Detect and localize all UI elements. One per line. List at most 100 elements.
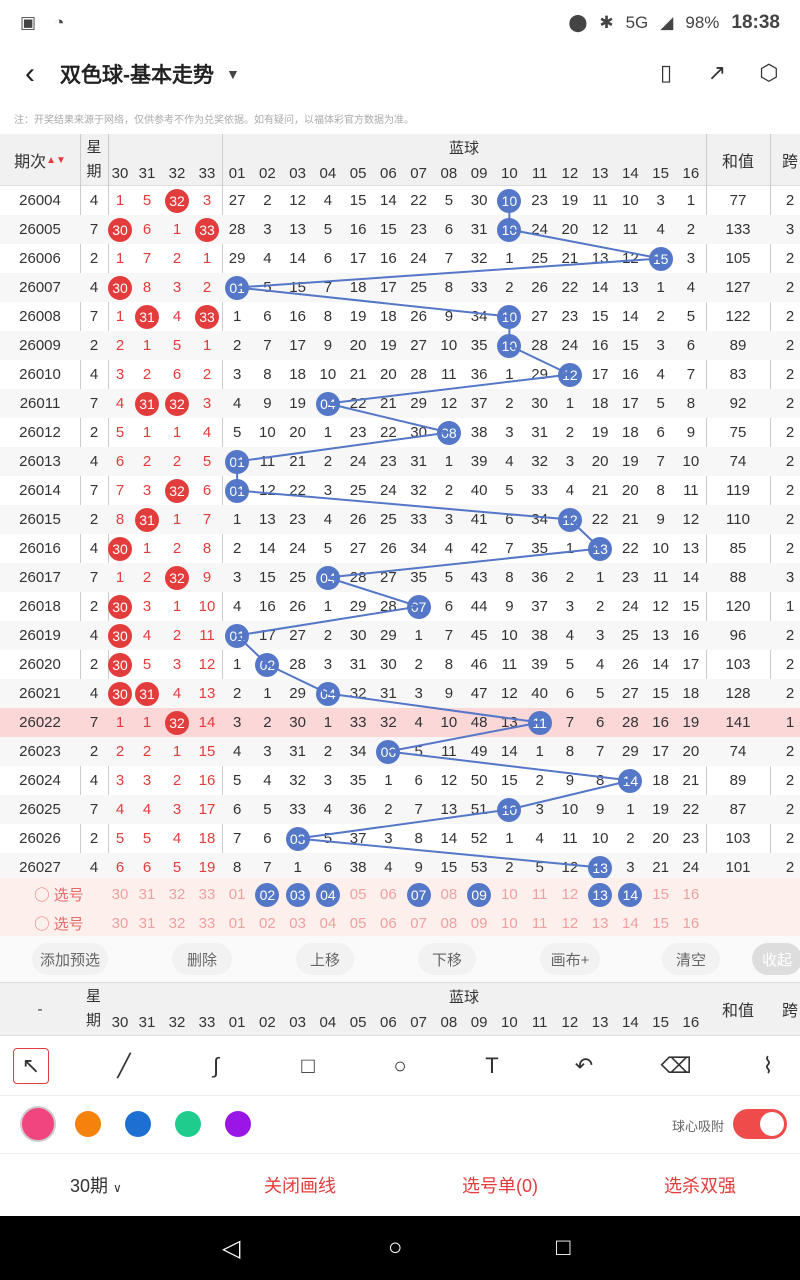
select-blue-cell[interactable]: 03: [283, 880, 313, 909]
period-cell[interactable]: 26017: [19, 569, 61, 586]
share-icon[interactable]: ↗: [707, 60, 727, 85]
select-blue-cell[interactable]: 11: [531, 886, 548, 903]
select-blue-cell[interactable]: 10: [501, 886, 518, 903]
period-cell[interactable]: 26027: [19, 859, 61, 876]
select-red-cell[interactable]: 33: [198, 915, 216, 932]
selection-list-button[interactable]: 选号单(0): [462, 1176, 538, 1196]
period-cell[interactable]: 26015: [19, 511, 61, 528]
select-blue-cell[interactable]: 16: [682, 915, 700, 932]
select-row-label[interactable]: ◯ 选号: [34, 916, 84, 933]
period-cell[interactable]: 26022: [19, 714, 61, 731]
period-cell[interactable]: 26004: [19, 192, 61, 209]
blue-ball[interactable]: 11: [527, 710, 552, 735]
kill-button[interactable]: 选杀双强: [664, 1176, 736, 1196]
select-blue-cell[interactable]: 13: [591, 915, 609, 932]
select-blue-cell[interactable]: 06: [380, 886, 397, 903]
period-header[interactable]: 期次 ▲▼: [14, 154, 66, 171]
select-red-cell[interactable]: 32: [168, 886, 186, 903]
select-row-label[interactable]: ◯ 选号: [34, 887, 84, 904]
color-green[interactable]: [175, 1111, 201, 1137]
period-cell[interactable]: 26010: [19, 366, 61, 383]
period-cell[interactable]: 26020: [19, 656, 61, 673]
selected-blue-ball[interactable]: 02: [255, 882, 280, 907]
back-icon[interactable]: ‹: [25, 57, 35, 90]
broom-icon[interactable]: ⌇: [762, 1053, 774, 1078]
back-nav-icon[interactable]: ◁: [222, 1235, 241, 1262]
select-blue-cell[interactable]: 09: [470, 915, 488, 932]
period-cell[interactable]: 26011: [19, 395, 61, 412]
color-purple[interactable]: [225, 1111, 251, 1137]
period-cell[interactable]: 26019: [19, 627, 61, 644]
select-blue-cell[interactable]: 08: [440, 915, 458, 932]
select-red-cell[interactable]: 31: [138, 886, 156, 903]
select-red-cell[interactable]: 31: [138, 915, 156, 932]
color-blue[interactable]: [125, 1111, 151, 1137]
clear-button[interactable]: 清空: [662, 943, 720, 975]
canvas-plus-button[interactable]: 画布+: [540, 943, 600, 975]
select-blue-cell[interactable]: 12: [561, 886, 579, 903]
period-cell[interactable]: 26026: [19, 830, 61, 847]
trend-lines[interactable]: [0, 134, 800, 878]
select-blue-cell[interactable]: 03: [289, 915, 306, 932]
select-blue-cell[interactable]: 01: [228, 886, 246, 903]
period-cell[interactable]: 26021: [19, 685, 61, 702]
selected-blue-ball[interactable]: 04: [315, 882, 340, 907]
select-blue-cell[interactable]: 15: [652, 886, 669, 903]
select-blue-cell[interactable]: 07: [410, 915, 427, 932]
selected-blue-ball[interactable]: 03: [285, 882, 310, 907]
period-cell[interactable]: 26005: [19, 221, 61, 238]
select-blue-cell[interactable]: 13: [585, 880, 615, 909]
recents-nav-icon[interactable]: □: [556, 1234, 571, 1261]
chevron-down-icon[interactable]: ▼: [226, 66, 240, 82]
select-blue-cell[interactable]: 04: [313, 880, 343, 909]
collapse-button[interactable]: 收起: [752, 943, 800, 975]
select-blue-cell[interactable]: 10: [501, 915, 518, 932]
select-blue-cell[interactable]: 07: [404, 880, 434, 909]
magnet-toggle[interactable]: [733, 1109, 787, 1139]
selected-blue-ball[interactable]: 13: [588, 882, 613, 907]
select-red-cell[interactable]: 32: [168, 915, 186, 932]
period-cell[interactable]: 26007: [19, 279, 61, 296]
select-blue-cell[interactable]: 12: [561, 915, 579, 932]
close-lines-button[interactable]: 关闭画线: [264, 1176, 336, 1196]
undo-icon[interactable]: ↶: [574, 1053, 594, 1078]
period-cell[interactable]: 26013: [19, 453, 61, 470]
select-blue-cell[interactable]: 01: [228, 915, 246, 932]
rectangle-tool-icon[interactable]: □: [301, 1053, 315, 1078]
select-blue-cell[interactable]: 04: [319, 915, 337, 932]
select-blue-cell[interactable]: 09: [464, 880, 494, 909]
period-cell[interactable]: 26023: [19, 743, 61, 760]
curve-tool-icon[interactable]: ∫: [212, 1053, 220, 1078]
select-red-cell[interactable]: 33: [198, 886, 216, 903]
text-tool-icon[interactable]: T: [485, 1053, 499, 1078]
blue-ball[interactable]: 07: [406, 594, 431, 619]
pointer-tool-icon[interactable]: ↖: [13, 1048, 49, 1084]
period-cell[interactable]: 26025: [19, 801, 61, 818]
color-orange[interactable]: [75, 1111, 101, 1137]
layout-icon[interactable]: ▯: [659, 60, 673, 85]
select-blue-cell[interactable]: 15: [652, 915, 669, 932]
settings-icon[interactable]: ⬡: [759, 60, 779, 85]
select-blue-cell[interactable]: 14: [622, 915, 639, 932]
select-blue-cell[interactable]: 16: [682, 886, 700, 903]
period-cell[interactable]: 26016: [19, 540, 61, 557]
selected-blue-ball[interactable]: 14: [618, 882, 643, 907]
period-cell[interactable]: 26009: [19, 337, 61, 354]
select-blue-cell[interactable]: 05: [349, 886, 367, 903]
delete-button[interactable]: 删除: [172, 943, 232, 975]
add-preselect-button[interactable]: 添加预选: [32, 943, 108, 975]
selected-blue-ball[interactable]: 09: [467, 882, 492, 907]
select-blue-cell[interactable]: 02: [252, 880, 282, 909]
home-nav-icon[interactable]: ○: [388, 1234, 403, 1261]
select-blue-cell[interactable]: 11: [531, 915, 548, 932]
period-cell[interactable]: 26014: [19, 482, 61, 499]
selected-blue-ball[interactable]: 07: [406, 882, 431, 907]
move-up-button[interactable]: 上移: [296, 943, 354, 975]
period-cell[interactable]: 26012: [19, 424, 61, 441]
select-blue-cell[interactable]: 06: [380, 915, 397, 932]
move-down-button[interactable]: 下移: [418, 943, 476, 975]
period-select[interactable]: 30期 ∨: [70, 1172, 122, 1198]
circle-tool-icon[interactable]: ○: [393, 1053, 407, 1078]
select-blue-cell[interactable]: 08: [440, 886, 458, 903]
period-cell[interactable]: 26006: [19, 250, 61, 267]
